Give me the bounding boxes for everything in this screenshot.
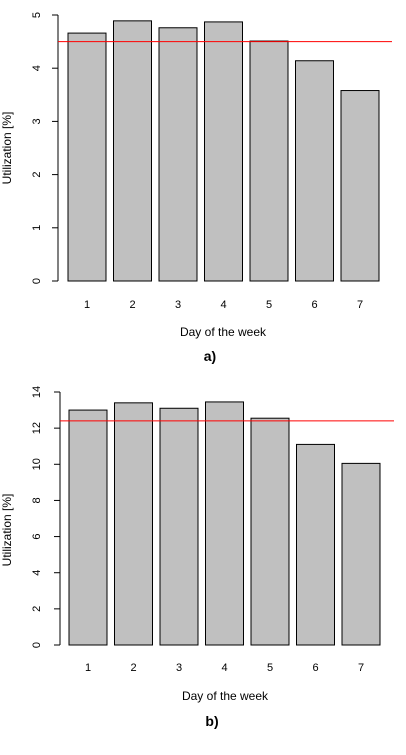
y-tick-label: 8	[31, 497, 43, 503]
chart-panel-a: Utilization [%] Day of the week a) 0 1 2 3 4…	[0, 12, 392, 364]
bar	[67, 32, 107, 282]
bar	[113, 20, 152, 282]
y-tick-label: 2	[31, 606, 43, 612]
y-tick-label: 1	[31, 225, 43, 231]
bar	[114, 402, 153, 646]
y-tick-label: 2	[31, 172, 43, 178]
y-tick-label: 3	[31, 118, 43, 124]
bar	[341, 462, 381, 646]
x-tick-label: 7	[358, 662, 364, 674]
x-tick-label: 2	[129, 299, 135, 311]
x-tick-label: 6	[312, 662, 318, 674]
x-axis-label: Day of the week	[182, 689, 269, 703]
y-tick-label: 10	[31, 458, 43, 470]
bar	[340, 90, 380, 282]
y-tick-label: 14	[31, 386, 43, 398]
y-tick-label: 4	[31, 570, 43, 576]
x-tick-label: 7	[357, 299, 363, 311]
bar	[158, 27, 198, 282]
x-tick-label: 3	[176, 662, 182, 674]
chart-panel-b: Utilization [%] Day of the week b) 0 2 4 6 8…	[0, 386, 394, 729]
bar	[159, 407, 199, 646]
x-tick-label: 1	[85, 662, 91, 674]
x-tick-label: 1	[84, 299, 90, 311]
x-tick-label: 4	[220, 299, 226, 311]
x-tick-label: 4	[221, 662, 227, 674]
y-tick-label: 4	[31, 65, 43, 71]
bar	[295, 60, 334, 282]
x-tick-label: 6	[311, 299, 317, 311]
y-tick-label: 12	[31, 422, 43, 434]
x-tick-label: 5	[267, 662, 273, 674]
x-axis-label: Day of the week	[180, 325, 267, 339]
bar	[204, 21, 243, 282]
y-axis-label: Utilization [%]	[0, 112, 14, 185]
x-tick-label: 2	[130, 662, 136, 674]
bar	[249, 40, 289, 282]
panel-label: b)	[205, 713, 218, 729]
bar	[250, 417, 290, 646]
y-tick-label: 5	[31, 12, 43, 18]
bar	[296, 443, 335, 646]
x-tick-label: 5	[266, 299, 272, 311]
y-tick-label: 0	[31, 278, 43, 284]
x-tick-label: 3	[175, 299, 181, 311]
y-tick-label: 6	[31, 534, 43, 540]
panel-label: a)	[204, 348, 216, 364]
bar	[68, 409, 108, 646]
y-tick-label: 0	[31, 642, 43, 648]
bar	[205, 401, 244, 646]
y-axis-label: Utilization [%]	[0, 494, 14, 567]
